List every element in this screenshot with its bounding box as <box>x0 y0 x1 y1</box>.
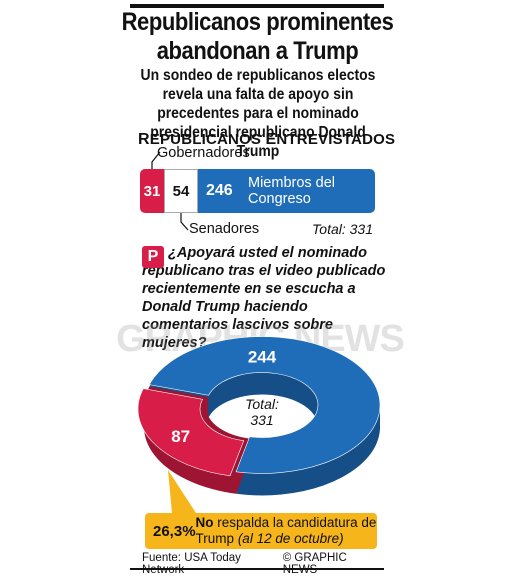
subtitle-line-4: presidencial republicano Donald Trump <box>150 124 366 160</box>
donut-center-value: 331 <box>250 412 273 428</box>
answer-date-note: (al 12 de octubre) <box>237 531 344 546</box>
congress-label: Miembros del Congreso <box>248 175 335 207</box>
governors-label: Gobernadores <box>157 145 250 161</box>
donut-slice-no <box>137 388 245 477</box>
interviewed-total: Total: 331 <box>312 221 373 237</box>
section-title-part-1: EPUBLICANOS <box>149 131 266 148</box>
donut-label-no: 87 <box>171 427 190 446</box>
question-badge: P <box>142 246 164 268</box>
interviewed-total-value: 331 <box>349 221 373 237</box>
answer-pointer <box>168 470 196 513</box>
bottom-rule <box>130 568 384 570</box>
title-line-2: abandonan a Trump <box>156 37 359 65</box>
governors-callout-line <box>151 151 161 169</box>
footer: Fuente: USA Today Network © GRAPHIC NEWS <box>142 552 382 576</box>
question-text: ¿Apoyará usted el nominado republicano t… <box>142 245 386 351</box>
donut-label-other: 244 <box>248 348 277 367</box>
congress-label-line-2: Congreso <box>248 191 311 207</box>
section-title: REPUBLICANOS ENTREVISTADOS <box>138 131 395 149</box>
answer-percent: 26,3% <box>153 522 196 540</box>
title-line-1: Republicanos prominentes <box>121 8 394 36</box>
subtitle-line-2: revela una falta de apoyo sin <box>162 86 354 103</box>
answer-no-word: No <box>195 515 214 530</box>
section-title-initial-2: E <box>265 131 277 148</box>
subtitle-line-3: precedentes para el nominado <box>157 105 359 122</box>
congress-box: 246 Miembros del Congreso <box>198 169 375 213</box>
section-title-part-2: NTREVISTADOS <box>276 131 396 148</box>
senators-box: 54 <box>164 169 198 213</box>
top-rule <box>130 4 384 8</box>
answer-box: 26,3% No respalda la candidatura de Trum… <box>145 513 377 549</box>
senators-callout-line <box>180 213 189 231</box>
page-title: Republicanos prominentes abandonan a Tru… <box>119 8 396 66</box>
answer-text: No respalda la candidatura de Trump (al … <box>196 515 377 547</box>
interviewed-total-label: Total: <box>312 221 346 237</box>
congress-value: 246 <box>206 182 233 199</box>
donut-center-label: Total: <box>245 396 279 412</box>
congress-label-line-1: Miembros del <box>248 175 336 191</box>
subtitle: Un sondeo de republicanos electos revela… <box>132 66 384 161</box>
senators-label: Senadores <box>189 221 260 237</box>
governors-box: 31 <box>140 169 164 213</box>
source-text: Fuente: USA Today Network <box>142 552 241 576</box>
donut-slice-other <box>148 336 381 474</box>
section-title-initial-1: R <box>138 131 150 148</box>
answer-text-rest: respalda la candidatura de Trump <box>195 515 377 546</box>
subtitle-line-1: Un sondeo de republicanos electos <box>140 67 376 84</box>
credit-text: © GRAPHIC NEWS <box>282 552 347 576</box>
